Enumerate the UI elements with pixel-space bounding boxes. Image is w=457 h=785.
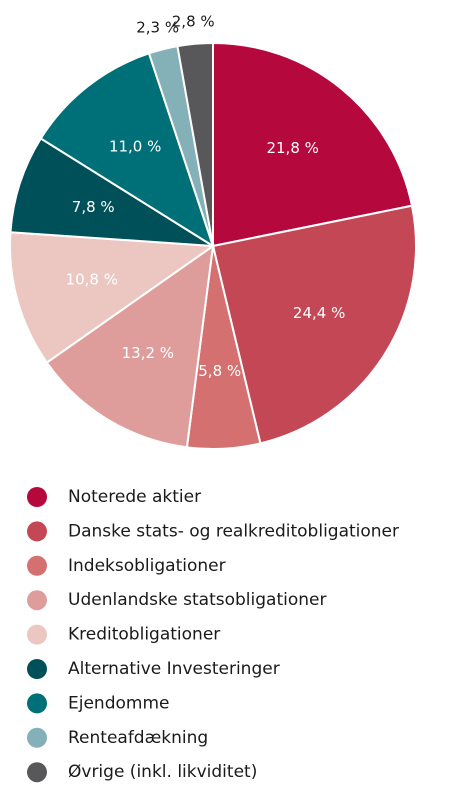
legend-label: Alternative Investeringer bbox=[68, 659, 280, 679]
slice-label: 2,3 % bbox=[136, 18, 179, 36]
legend-swatch bbox=[27, 762, 47, 783]
pie-slice bbox=[211, 204, 417, 445]
legend-label: Danske stats- og realkreditobligationer bbox=[68, 521, 399, 541]
legend-label: Øvrige (inkl. likviditet) bbox=[68, 762, 257, 782]
slice-label: 10,8 % bbox=[66, 270, 118, 288]
legend-swatch bbox=[27, 727, 47, 748]
pie-slice bbox=[212, 41, 414, 248]
legend-swatch bbox=[27, 487, 47, 507]
pie-slice bbox=[176, 41, 214, 247]
pie-slice bbox=[45, 243, 215, 449]
pie-slice bbox=[9, 231, 216, 364]
legend-swatch bbox=[27, 624, 47, 645]
legend-label: Kreditobligationer bbox=[68, 625, 220, 645]
slice-label: 24,4 % bbox=[293, 304, 345, 322]
legend-swatch bbox=[27, 693, 47, 714]
legend-swatch bbox=[27, 555, 47, 576]
slice-label: 5,8 % bbox=[198, 362, 241, 380]
legend-label: Udenlandske statsobligationer bbox=[68, 590, 326, 610]
slice-label: 21,8 % bbox=[266, 139, 318, 157]
slice-label: 7,8 % bbox=[72, 198, 115, 216]
slice-label: 2,8 % bbox=[172, 12, 215, 30]
legend-label: Noterede aktier bbox=[68, 487, 201, 507]
legend-label: Indeksobligationer bbox=[68, 556, 226, 576]
legend-swatch bbox=[27, 590, 47, 611]
pie-slice bbox=[39, 52, 215, 249]
legend-swatch bbox=[27, 659, 47, 679]
legend-label: Ejendomme bbox=[68, 693, 169, 713]
legend-swatch bbox=[27, 521, 47, 542]
slice-label: 11,0 % bbox=[109, 138, 161, 156]
legend-label: Renteafdækning bbox=[68, 728, 208, 748]
pie-slice bbox=[9, 137, 214, 247]
slice-label: 13,2 % bbox=[122, 344, 174, 362]
